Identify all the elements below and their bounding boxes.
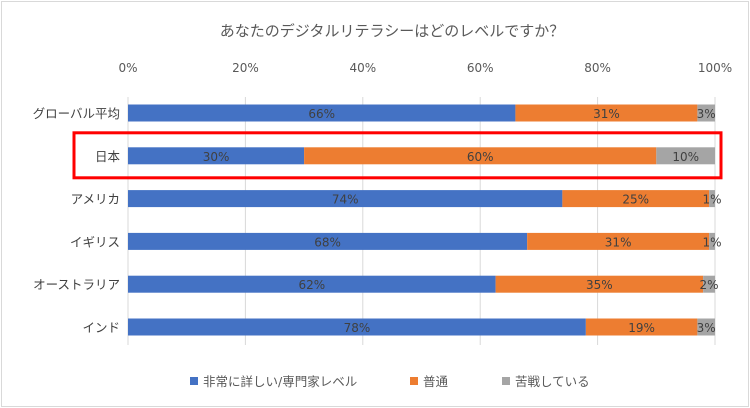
x-tick-label: 40% xyxy=(349,61,376,75)
legend-label: 非常に詳しい/専門家レベル xyxy=(203,374,357,389)
category-label: 日本 xyxy=(95,149,121,164)
data-label: 78% xyxy=(344,321,371,335)
x-tick-label: 60% xyxy=(467,61,494,75)
bar-segment xyxy=(656,147,715,165)
x-tick-label: 20% xyxy=(232,61,259,75)
data-label: 25% xyxy=(622,193,649,207)
bar-segment xyxy=(128,104,516,122)
bar-segment xyxy=(495,275,704,293)
category-label: グローバル平均 xyxy=(33,106,120,121)
data-label: 30% xyxy=(203,150,230,164)
legend-swatch xyxy=(410,377,418,385)
data-label: 74% xyxy=(332,193,359,207)
data-label: 60% xyxy=(467,150,494,164)
x-tick-label: 80% xyxy=(584,61,611,75)
data-label: 3% xyxy=(697,107,716,121)
x-tick-label: 0% xyxy=(118,61,137,75)
bar-segment xyxy=(128,190,563,208)
bar-segment xyxy=(128,232,528,250)
bar-segment xyxy=(585,318,698,336)
data-label: 1% xyxy=(703,193,722,207)
bar-segment xyxy=(697,104,715,122)
chart-title: あなたのデジタルリテラシーはどのレベルですか？ xyxy=(220,22,564,40)
data-label: 31% xyxy=(593,107,620,121)
data-label: 3% xyxy=(697,321,716,335)
legend-label: 普通 xyxy=(423,374,449,389)
data-label: 10% xyxy=(672,150,699,164)
legend-swatch xyxy=(190,377,198,385)
bar-segment xyxy=(709,232,715,250)
bar-segment xyxy=(128,275,496,293)
data-label: 66% xyxy=(308,107,335,121)
bar-segment xyxy=(709,190,715,208)
category-label: インド xyxy=(82,320,120,335)
data-label: 35% xyxy=(586,278,613,292)
bar-segment xyxy=(128,147,305,165)
category-label: アメリカ xyxy=(71,192,120,207)
data-label: 68% xyxy=(314,235,341,249)
category-label: イギリス xyxy=(70,234,120,249)
highlight-box xyxy=(72,131,723,180)
data-label: 19% xyxy=(628,321,655,335)
bar-segment xyxy=(703,275,715,293)
data-label: 1% xyxy=(703,235,722,249)
bar-segment xyxy=(515,104,698,122)
data-label: 31% xyxy=(605,235,632,249)
legend-label: 苦戦している xyxy=(515,374,590,389)
data-label: 62% xyxy=(298,278,325,292)
data-label: 2% xyxy=(700,278,719,292)
bar-segment xyxy=(304,147,657,165)
bar-segment xyxy=(527,232,710,250)
bar-segment xyxy=(697,318,715,336)
bar-segment xyxy=(128,318,586,336)
category-label: オーストラリア xyxy=(33,277,120,292)
x-tick-label: 100% xyxy=(698,61,732,75)
bar-segment xyxy=(562,190,710,208)
legend-swatch xyxy=(502,377,510,385)
